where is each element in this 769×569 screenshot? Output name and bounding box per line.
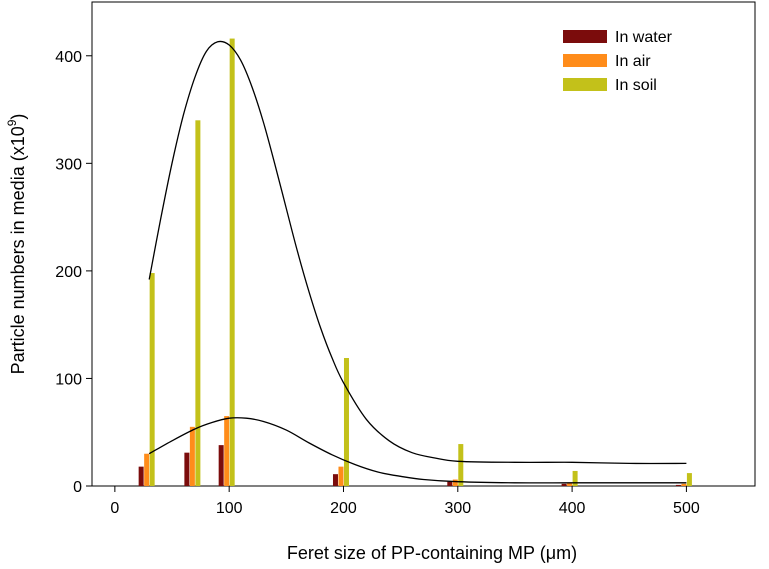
bar-in-water xyxy=(138,466,144,486)
y-tick-label: 300 xyxy=(55,156,82,173)
bar-in-soil xyxy=(229,38,235,487)
bars xyxy=(138,38,692,487)
legend-label: In water xyxy=(615,29,673,46)
y-tick-label: 200 xyxy=(55,264,82,281)
bar-in-water xyxy=(184,452,190,486)
bar-in-air xyxy=(452,479,458,486)
y-tick-label: 400 xyxy=(55,49,82,66)
bar-in-air xyxy=(224,416,230,486)
bar-in-water xyxy=(447,481,453,486)
plot-frame xyxy=(91,1,756,487)
x-tick-label: 200 xyxy=(330,500,357,517)
bar-in-soil xyxy=(458,444,464,486)
fit-curves xyxy=(148,40,687,484)
bar-in-water xyxy=(332,474,338,486)
legend-label: In soil xyxy=(615,77,657,94)
legend: In water In air In soil xyxy=(563,29,673,94)
x-tick-label: 0 xyxy=(110,500,119,517)
x-axis-title: Feret size of PP-containing MP (μm) xyxy=(287,543,577,563)
bar-in-soil xyxy=(572,470,578,486)
bar-in-air xyxy=(567,482,573,486)
x-tick-label: 500 xyxy=(673,500,700,517)
x-tick-label: 400 xyxy=(559,500,586,517)
legend-label: In air xyxy=(615,53,651,70)
y-tick-label: 100 xyxy=(55,371,82,388)
x-tick-label: 300 xyxy=(444,500,471,517)
y-tick-label: 0 xyxy=(73,479,82,496)
x-tick-label: 100 xyxy=(216,500,243,517)
soil-fit-curve xyxy=(148,40,687,465)
bar-in-soil xyxy=(343,358,349,486)
bar-in-soil xyxy=(195,120,201,487)
bar-in-air xyxy=(338,466,344,486)
bar-in-water xyxy=(675,484,681,486)
water-air-fit-curve xyxy=(148,417,687,484)
x-axis: 0 100 200 300 400 500 xyxy=(110,486,700,517)
legend-swatch xyxy=(563,30,607,43)
bar-in-air xyxy=(189,426,195,486)
legend-swatch xyxy=(563,78,607,91)
bar-in-air xyxy=(144,453,150,486)
bar-in-soil xyxy=(686,473,692,486)
bar-in-water xyxy=(218,445,224,486)
y-axis: 0 100 200 300 400 xyxy=(55,49,92,496)
y-axis-title: Particle numbers in media (x109) xyxy=(5,114,28,375)
bar-in-soil xyxy=(149,273,155,486)
legend-swatch xyxy=(563,54,607,67)
bar-in-air xyxy=(681,483,687,486)
bar-in-water xyxy=(561,483,567,486)
